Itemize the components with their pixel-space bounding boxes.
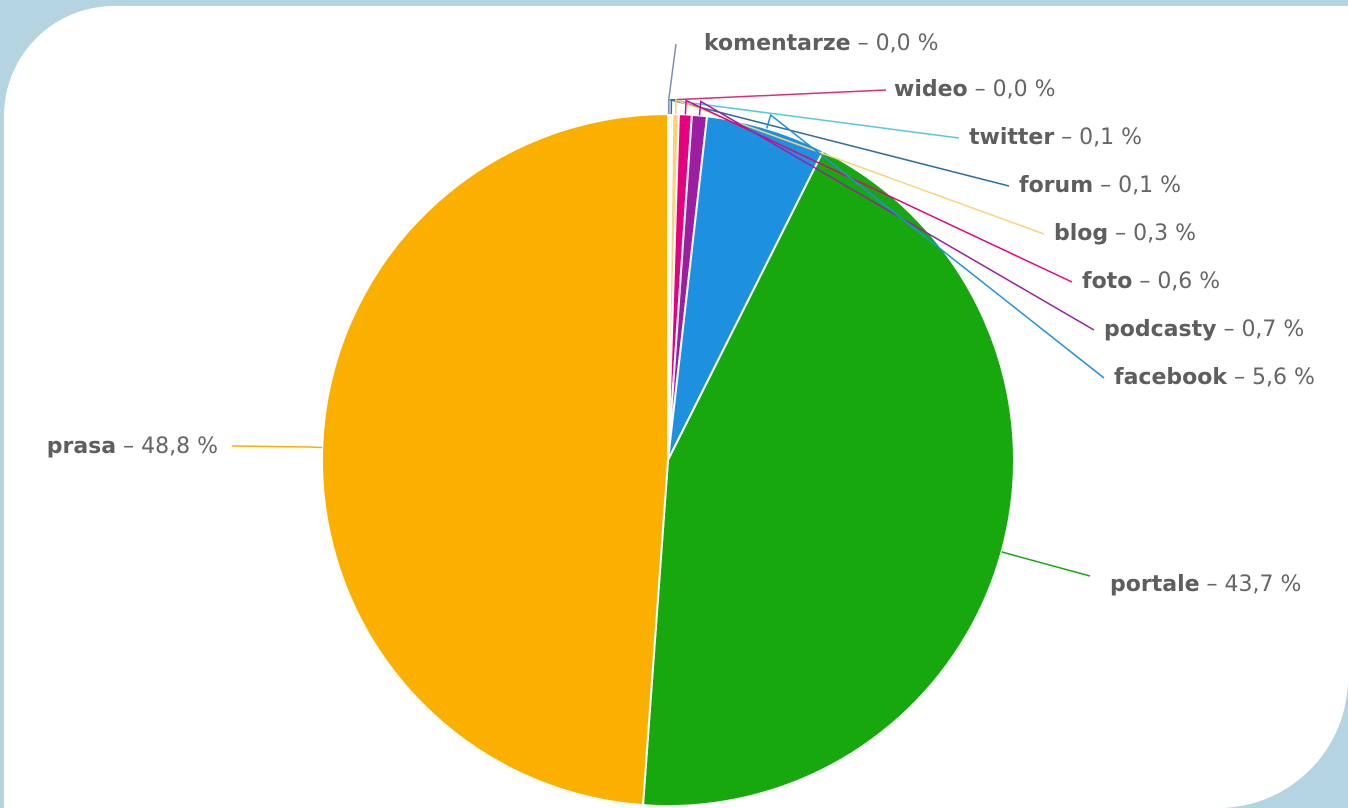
leader-line-portale (1001, 551, 1091, 577)
slice-label-komentarze: komentarze – 0,0 % (704, 31, 938, 56)
leader-line-twitter (668, 99, 960, 139)
leader-line-prasa (231, 445, 323, 449)
slice-label-foto: foto – 0,6 % (1082, 269, 1220, 294)
pie-slice-prasa[interactable] (320, 112, 669, 807)
slice-label-twitter: twitter – 0,1 % (969, 125, 1142, 150)
leader-lines (231, 43, 1105, 577)
leader-line-forum (670, 99, 1010, 187)
slice-labels: komentarze – 0,0 % wideo – 0,0 % twitter –… (47, 31, 1315, 597)
leader-line-podcasty (698, 100, 1095, 331)
slice-label-portale: portale – 43,7 % (1110, 572, 1301, 597)
slice-label-facebook: facebook – 5,6 % (1114, 365, 1315, 390)
slice-label-podcasty: podcasty – 0,7 % (1104, 317, 1304, 342)
slice-label-forum: forum – 0,1 % (1019, 173, 1181, 198)
leader-line-foto (684, 99, 1073, 283)
leader-line-facebook (765, 113, 1105, 379)
pie-slices (320, 112, 1016, 807)
slice-label-wideo: wideo – 0,0 % (894, 77, 1056, 102)
chart-card: komentarze – 0,0 % wideo – 0,0 % twitter –… (4, 6, 1348, 808)
pie-chart: komentarze – 0,0 % wideo – 0,0 % twitter –… (47, 31, 1315, 807)
leader-line-blog (674, 99, 1045, 235)
slice-label-blog: blog – 0,3 % (1054, 221, 1196, 246)
slice-label-prasa: prasa – 48,8 % (47, 434, 218, 459)
